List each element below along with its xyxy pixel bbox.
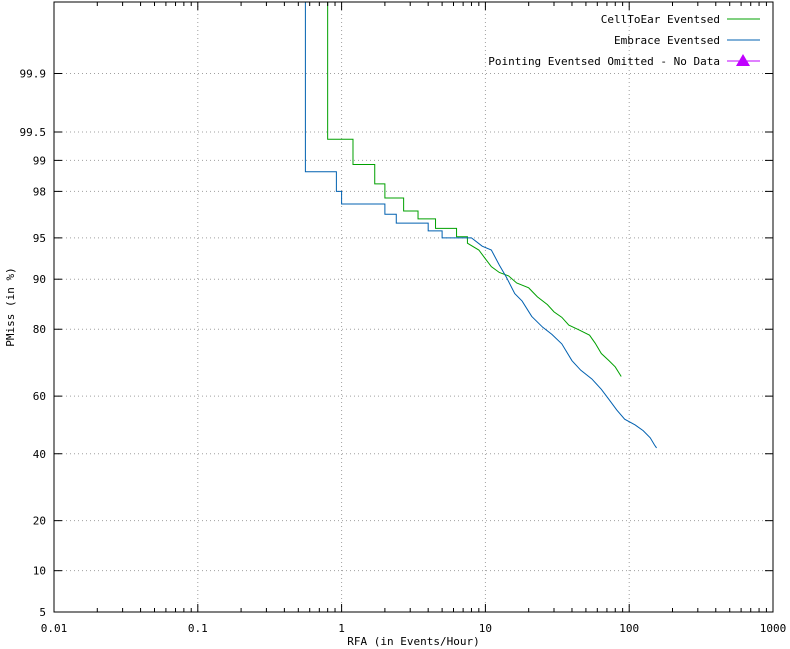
- plot-frame: [53, 1, 774, 613]
- legend-label: Embrace Eventsed: [614, 34, 720, 47]
- grid-lines: [54, 2, 773, 612]
- x-axis-label: RFA (in Events/Hour): [347, 635, 479, 648]
- series-line: [327, 2, 622, 377]
- legend-marker: [736, 54, 750, 66]
- y-tick-label: 95: [33, 232, 46, 245]
- y-tick-label: 98: [33, 185, 46, 198]
- y-tick-label: 40: [33, 448, 46, 461]
- x-tick-label: 1: [338, 622, 345, 635]
- x-tick-label: 0.01: [41, 622, 68, 635]
- y-tick-label: 10: [33, 565, 46, 578]
- axis-ticks: 0.01 0.1 1 10 100 1000510204060809095989999.5…: [20, 2, 787, 635]
- y-tick-label: 99: [33, 154, 46, 167]
- x-tick-label: 10: [479, 622, 492, 635]
- y-tick-label: 60: [33, 390, 46, 403]
- x-tick-label: 100: [619, 622, 639, 635]
- y-tick-label: 20: [33, 515, 46, 528]
- y-tick-label: 90: [33, 273, 46, 286]
- y-tick-label: 99.9: [20, 68, 47, 81]
- legend-label: Pointing Eventsed Omitted - No Data: [488, 55, 720, 68]
- y-tick-label: 80: [33, 323, 46, 336]
- legend-label: CellToEar Eventsed: [601, 13, 720, 26]
- legend: CellToEar Eventsed Embrace Eventsed Pointi…: [488, 13, 760, 68]
- x-tick-label: 0.1: [188, 622, 208, 635]
- y-axis-label: PMiss (in %): [4, 267, 17, 346]
- plot-series: [304, 2, 657, 449]
- series-line: [304, 2, 657, 449]
- y-tick-label: 5: [39, 606, 46, 619]
- x-tick-label: 1000: [760, 622, 787, 635]
- y-tick-label: 99.5: [20, 126, 47, 139]
